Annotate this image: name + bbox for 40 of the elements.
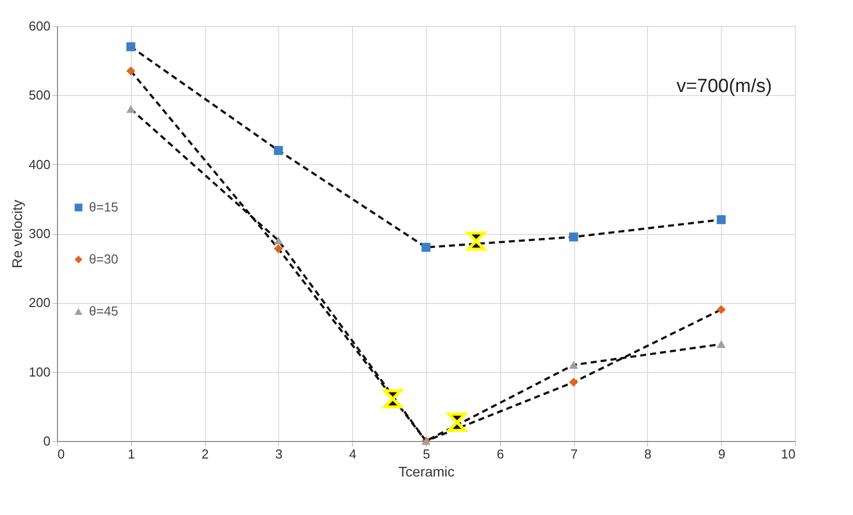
x-tick-label: 9 <box>718 446 726 462</box>
point <box>466 232 486 251</box>
point <box>126 105 136 113</box>
x-tick-label: 8 <box>644 446 652 462</box>
point <box>422 242 430 252</box>
point <box>716 305 726 314</box>
x-tick-label: 4 <box>349 446 356 462</box>
point <box>569 378 578 387</box>
legend-label: θ=30 <box>89 252 118 266</box>
point <box>716 340 726 348</box>
point <box>716 215 726 224</box>
legend-label: θ=15 <box>89 200 118 214</box>
legend-label: θ=45 <box>89 304 118 318</box>
x-tick-label: 2 <box>201 446 209 462</box>
point <box>569 361 578 369</box>
y-tick-label: 300 <box>28 226 50 241</box>
point <box>126 42 136 52</box>
point <box>274 236 283 244</box>
y-tick-label: 600 <box>28 18 50 34</box>
point <box>274 146 283 155</box>
x-tick-label: 5 <box>422 446 430 462</box>
x-tick-label: 7 <box>570 446 578 462</box>
point <box>447 412 467 432</box>
y-tick-label: 400 <box>28 156 50 172</box>
y-tick-label: 100 <box>28 364 50 380</box>
x-tick-label: 6 <box>496 446 504 462</box>
point <box>274 244 283 254</box>
x-tick-label: 1 <box>128 446 135 462</box>
y-axis-title: Re velocity <box>8 200 25 268</box>
x-tick-label: 10 <box>781 446 796 462</box>
y-tick-label: 200 <box>28 295 50 310</box>
y-tick-label: 500 <box>28 88 50 103</box>
point <box>383 389 402 408</box>
x-axis-title: Tceramic <box>398 464 455 480</box>
point <box>569 232 578 242</box>
x-tick-label: 0 <box>58 446 65 462</box>
y-tick-label: 0 <box>43 434 50 448</box>
x-tick-label: 3 <box>275 446 283 462</box>
point <box>126 66 136 76</box>
annotation: v=700(m/s) <box>676 76 772 97</box>
